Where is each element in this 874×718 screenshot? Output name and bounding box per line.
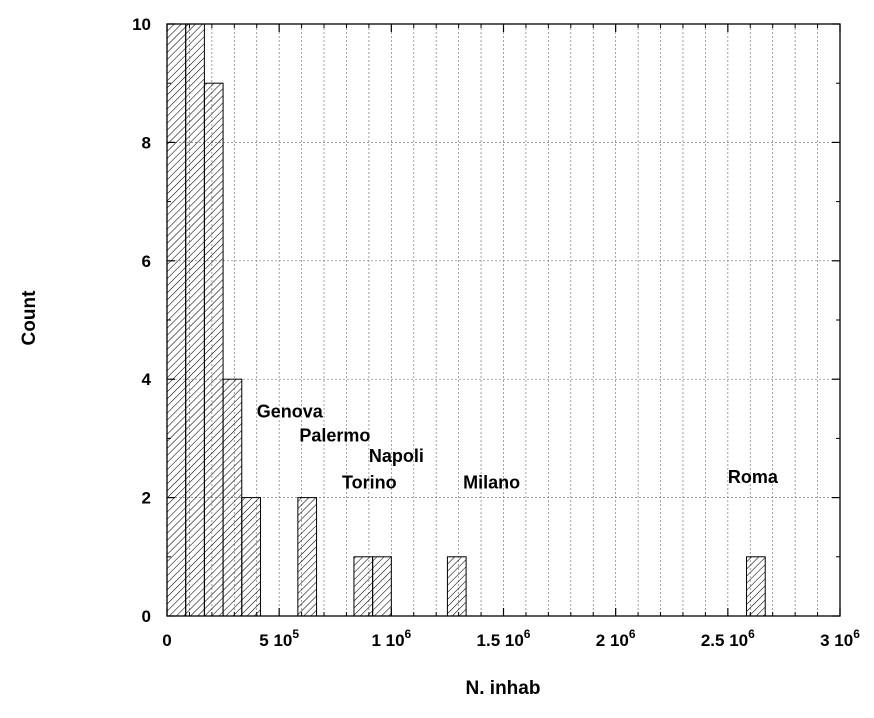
x-axis-label: N. inhab xyxy=(466,678,541,699)
y-tick-label: 2 xyxy=(142,489,151,508)
histogram-bar xyxy=(185,23,205,617)
grid xyxy=(167,24,840,616)
histogram-bar xyxy=(372,556,392,617)
y-axis-label: Count xyxy=(19,290,40,346)
city-annotation: Palermo xyxy=(299,425,370,445)
histogram-bar xyxy=(241,497,261,617)
x-tick-label: 0 xyxy=(162,631,171,650)
x-tick-label: 1.5 106 xyxy=(477,627,531,650)
city-annotation: Torino xyxy=(342,473,397,493)
city-annotation: Genova xyxy=(257,402,324,422)
y-tick-label: 4 xyxy=(142,370,152,389)
x-tick-label: 3 106 xyxy=(820,627,860,650)
histogram-bar xyxy=(446,556,467,617)
y-tick-label: 8 xyxy=(142,133,151,152)
city-annotation: Roma xyxy=(728,467,779,487)
axis-ticks: 0 5 105 1 106 1.5 106 2 106 2.5 106 3 106 0 2 4 6 8… xyxy=(132,15,860,650)
y-tick-label: 6 xyxy=(142,252,151,271)
x-tick-label: 5 105 xyxy=(259,627,299,650)
histogram-bar xyxy=(203,82,224,617)
histogram-bar xyxy=(222,378,243,617)
histogram-bar xyxy=(297,497,318,617)
histogram-bar xyxy=(746,556,766,617)
histogram-bar xyxy=(353,556,374,617)
x-tick-label: 1 106 xyxy=(371,627,411,650)
y-tick-label: 10 xyxy=(132,15,151,34)
y-tick-label: 0 xyxy=(142,607,151,626)
bars xyxy=(166,23,766,617)
city-annotation: Milano xyxy=(463,473,520,493)
x-tick-label: 2.5 106 xyxy=(701,627,755,650)
city-annotation: Napoli xyxy=(369,446,424,466)
x-tick-label: 2 106 xyxy=(596,627,636,650)
